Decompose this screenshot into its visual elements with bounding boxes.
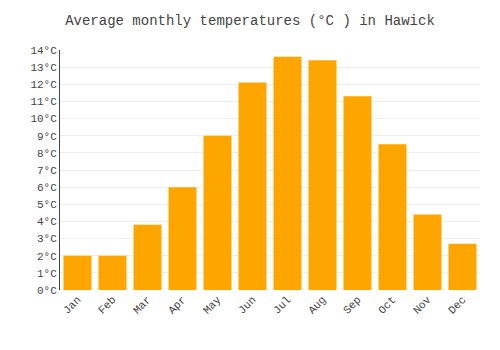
- svg-text:Aug: Aug: [306, 294, 328, 316]
- svg-text:Nov: Nov: [411, 294, 434, 317]
- svg-text:May: May: [201, 294, 224, 317]
- svg-text:10°C: 10°C: [30, 113, 57, 125]
- svg-text:6°C: 6°C: [37, 182, 57, 194]
- svg-text:Dec: Dec: [446, 294, 468, 316]
- svg-text:Mar: Mar: [131, 294, 153, 316]
- svg-text:Average monthly temperatures (: Average monthly temperatures (°C ) in Ha…: [65, 13, 435, 29]
- svg-text:12°C: 12°C: [30, 79, 57, 91]
- svg-text:0°C: 0°C: [37, 285, 57, 297]
- svg-text:Jul: Jul: [271, 294, 293, 316]
- svg-text:5°C: 5°C: [37, 199, 57, 211]
- svg-text:9°C: 9°C: [37, 131, 57, 143]
- svg-text:11°C: 11°C: [30, 96, 57, 108]
- svg-text:Apr: Apr: [166, 294, 188, 316]
- svg-text:Sep: Sep: [341, 294, 363, 316]
- svg-text:3°C: 3°C: [37, 233, 57, 245]
- svg-text:2°C: 2°C: [37, 251, 57, 263]
- svg-text:Feb: Feb: [96, 294, 118, 316]
- svg-text:14°C: 14°C: [30, 45, 57, 57]
- svg-text:8°C: 8°C: [37, 148, 57, 160]
- svg-text:Oct: Oct: [376, 294, 398, 316]
- svg-text:Jun: Jun: [236, 294, 258, 316]
- svg-text:1°C: 1°C: [37, 268, 57, 280]
- svg-text:13°C: 13°C: [30, 62, 57, 74]
- svg-text:Jan: Jan: [61, 294, 83, 316]
- svg-text:4°C: 4°C: [37, 216, 57, 228]
- svg-text:7°C: 7°C: [37, 165, 57, 177]
